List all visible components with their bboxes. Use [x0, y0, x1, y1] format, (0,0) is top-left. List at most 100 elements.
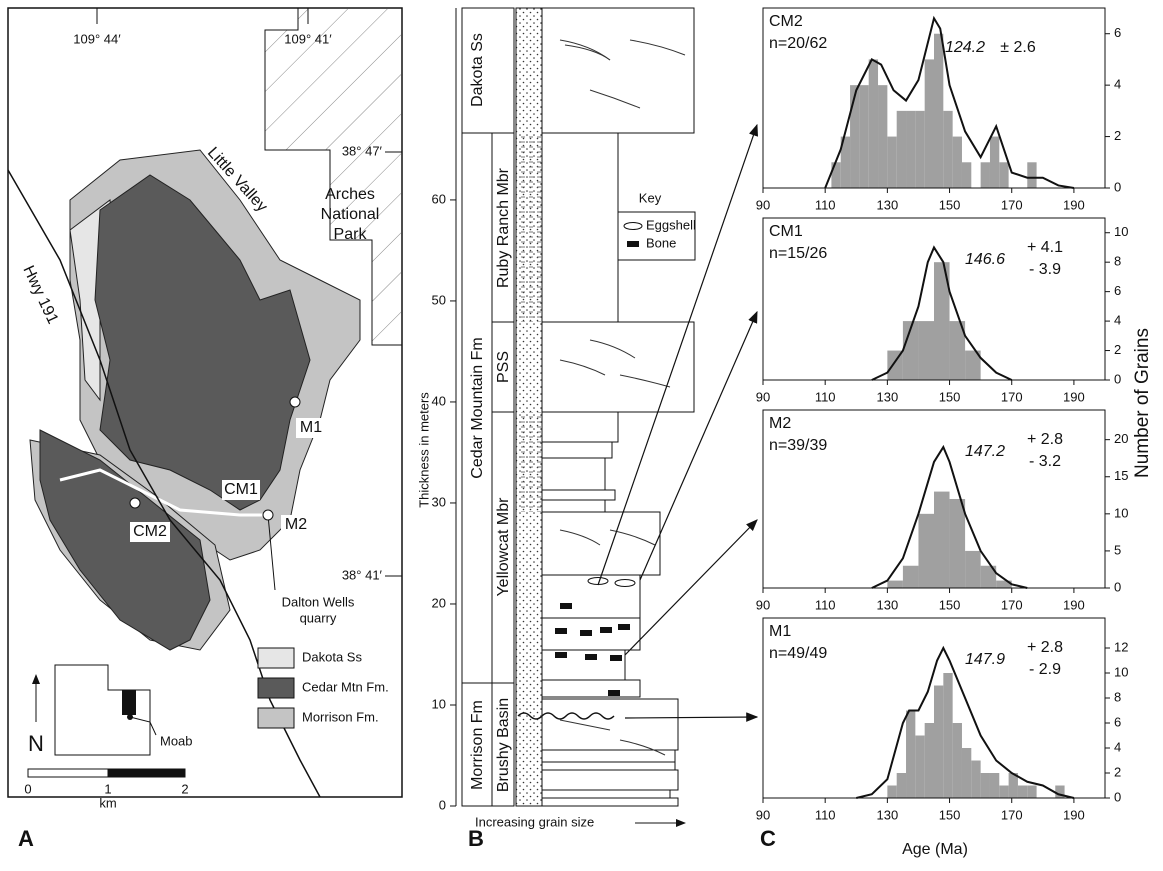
scale-label: 0	[24, 781, 31, 796]
legend-label: Dakota Ss	[302, 649, 362, 664]
sample-n: n=15/26	[769, 245, 827, 262]
age-error: + 2.8	[1027, 639, 1063, 656]
x-tick-label: 150	[939, 807, 961, 822]
y-tick-label: 5	[1114, 542, 1121, 557]
bar	[902, 565, 919, 588]
bar	[989, 773, 1000, 798]
map: 109° 44′ 109° 41′ 38° 47′ 38° 41′ Little…	[7, 7, 403, 851]
bar	[1055, 785, 1065, 798]
bar	[896, 110, 907, 188]
place-label: Park	[334, 226, 368, 243]
density-curve	[856, 645, 1075, 799]
y-tick-label: 12	[1114, 639, 1128, 654]
y-tick-label: 40	[432, 393, 446, 408]
formation-label: Dakota Ss	[469, 33, 486, 107]
site-label: CM1	[224, 481, 258, 498]
x-tick-label: 90	[756, 389, 770, 404]
panel-letter: C	[760, 826, 776, 851]
y-tick-label: 0	[439, 797, 446, 812]
x-tick-label: 110	[815, 597, 836, 612]
bar	[943, 110, 953, 188]
age: 147.2	[965, 443, 1005, 460]
bar	[918, 321, 934, 380]
bar	[965, 350, 981, 380]
quarry-label: quarry	[300, 610, 337, 625]
y-tick-label: 10	[1114, 664, 1128, 679]
bar	[1017, 785, 1028, 798]
sample-label: M1	[769, 623, 791, 640]
axis-label: Thickness in meters	[416, 392, 431, 508]
density-curve	[824, 15, 1075, 189]
x-axis-title: Age (Ma)	[902, 841, 968, 858]
bar	[887, 580, 903, 588]
frame	[762, 217, 1106, 381]
frame	[762, 617, 1106, 799]
bar	[1027, 162, 1037, 188]
bar	[999, 785, 1009, 798]
x-tick-label: 170	[1001, 389, 1023, 404]
age-error: ± 2.6	[1000, 39, 1036, 56]
bar	[896, 773, 907, 798]
bar	[887, 785, 897, 798]
place-label: National	[321, 206, 380, 223]
member-label: Yellowcat Mbr	[495, 497, 512, 597]
bar	[961, 748, 972, 798]
bar	[934, 262, 950, 380]
age-error: - 3.2	[1029, 453, 1061, 470]
bar	[906, 710, 916, 798]
bar	[989, 136, 1000, 188]
bar	[915, 110, 925, 188]
x-tick-label: 150	[939, 389, 961, 404]
y-tick-label: 15	[1114, 468, 1128, 483]
bar	[918, 513, 934, 588]
x-tick-label: 130	[877, 197, 899, 212]
bar	[961, 162, 972, 188]
key-item: Bone	[646, 235, 676, 250]
place-label: Arches	[325, 186, 375, 203]
age: 147.9	[965, 651, 1005, 668]
bar	[949, 499, 966, 588]
y-tick-label: 10	[1114, 224, 1128, 239]
bar	[840, 136, 851, 188]
sample-label: M2	[769, 415, 791, 432]
bar	[934, 685, 944, 798]
panel-letter: A	[18, 826, 34, 851]
town-label: Moab	[160, 733, 193, 748]
y-tick-label: 4	[1114, 739, 1121, 754]
y-tick-label: 6	[1114, 714, 1121, 729]
formation-label: Cedar Mountain Fm	[469, 337, 486, 478]
age-error: - 2.9	[1029, 661, 1061, 678]
bar	[952, 136, 962, 188]
x-tick-label: 110	[815, 807, 836, 822]
scale-label: 2	[181, 781, 188, 796]
north-label: N	[28, 731, 44, 756]
x-tick-label: 110	[815, 197, 836, 212]
x-label: Increasing grain size	[475, 814, 594, 829]
member-label: PSS	[495, 351, 512, 383]
bar	[915, 735, 925, 798]
x-tick-label: 170	[1001, 597, 1023, 612]
bar	[965, 550, 981, 588]
y-tick-label: 4	[1114, 313, 1121, 328]
lat-label: 38° 41′	[342, 567, 383, 582]
age: 124.2	[945, 39, 985, 56]
bar	[1008, 773, 1018, 798]
bar	[996, 580, 1012, 588]
site-label: M2	[285, 516, 307, 533]
x-tick-label: 110	[815, 389, 836, 404]
quarry-label: Dalton Wells	[282, 594, 355, 609]
y-tick-label: 2	[1114, 764, 1121, 779]
y-tick-label: 2	[1114, 128, 1121, 143]
bar	[980, 773, 990, 798]
age-error: + 2.8	[1027, 431, 1063, 448]
key-item: Eggshell	[646, 217, 696, 232]
bar	[859, 85, 869, 188]
y-tick-label: 2	[1114, 342, 1121, 357]
sample-label: CM1	[769, 223, 803, 240]
key-title: Key	[639, 190, 662, 205]
sample-n: n=49/49	[769, 645, 827, 662]
legend-label: Morrison Fm.	[302, 709, 379, 724]
x-tick-label: 130	[877, 389, 899, 404]
bar	[999, 162, 1009, 188]
